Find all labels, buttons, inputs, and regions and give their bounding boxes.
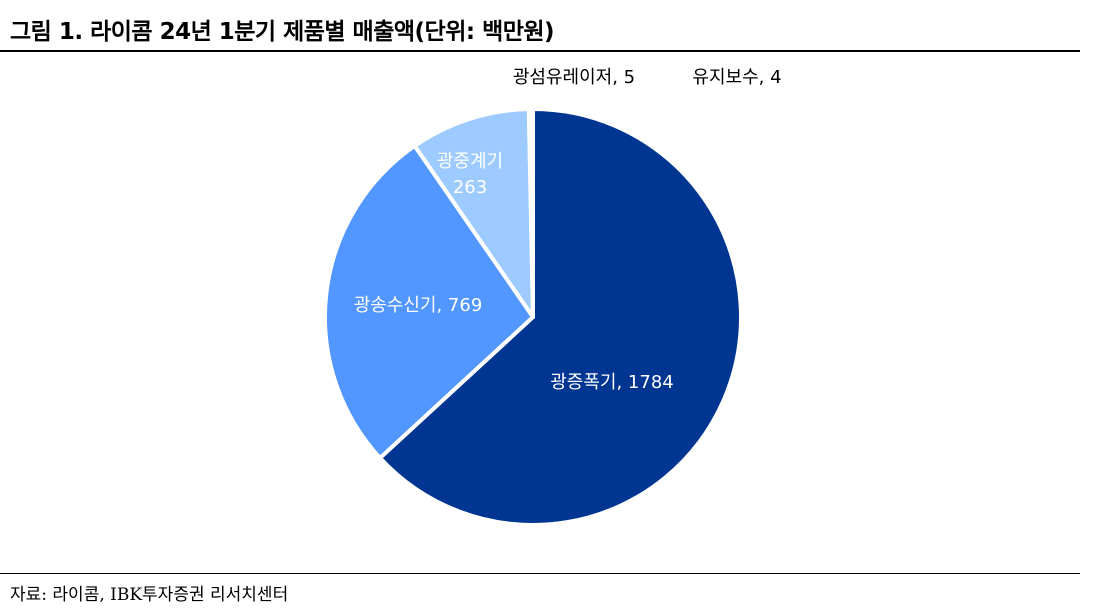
slice-label-2: 광송수신기, 769	[354, 295, 483, 316]
pie-slices	[323, 106, 743, 527]
figure-title: 그림 1. 라이콤 24년 1분기 제품별 매출액(단위: 백만원)	[10, 19, 555, 45]
title-rule	[0, 50, 1080, 52]
pie-slice-3	[412, 107, 535, 319]
pie-slice-1	[378, 107, 743, 527]
pie-slice-5	[529, 106, 535, 319]
slice-label-1: 광증폭기, 1784	[550, 372, 674, 393]
slice-label-3: 광중계기 263	[437, 151, 503, 198]
pie-slice-2	[323, 143, 535, 460]
pie-labels: 광증폭기, 1784 광송수신기, 769 광중계기 263 광섬유레이저, 5 유지보수…	[354, 67, 782, 393]
source-note: 자료: 라이콤, IBK투자증권 리서치센터	[10, 585, 289, 605]
slice-label-5: 유지보수, 4	[692, 67, 781, 88]
slice-label-4: 광섬유레이저, 5	[513, 67, 635, 88]
source-rule	[0, 573, 1080, 574]
